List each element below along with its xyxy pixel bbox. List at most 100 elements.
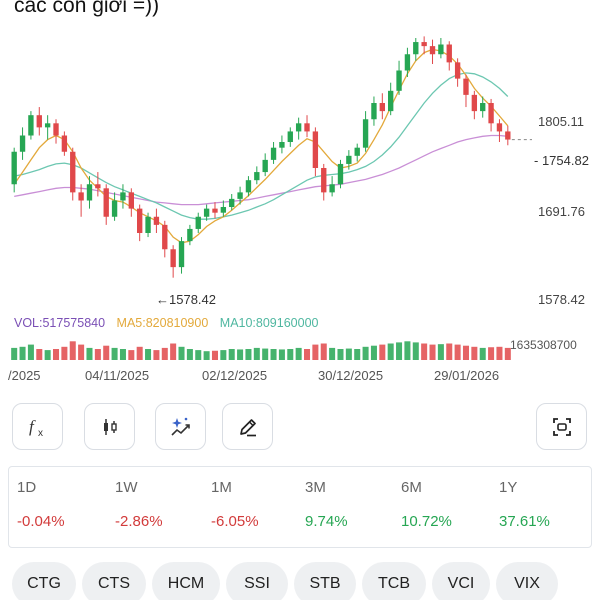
candle-body: [220, 207, 227, 213]
candle-body: [505, 131, 511, 140]
volume-bar: [170, 343, 177, 360]
ticker-chip-list: CTG CTS HCM SSI STB TCB VCI VIX: [0, 562, 600, 600]
ticker-chip[interactable]: VCI: [432, 562, 490, 600]
volume-bar: [262, 348, 269, 360]
period-change: 10.72%: [401, 513, 452, 530]
candle-type-button[interactable]: [84, 403, 135, 450]
ticker-chip[interactable]: HCM: [152, 562, 220, 600]
volume-bar: [128, 350, 135, 360]
volume-bar: [36, 349, 43, 360]
sparkle-chart-icon: [170, 417, 190, 436]
post-caption: các con giời =)): [14, 0, 160, 17]
volume-bar: [228, 349, 235, 360]
volume-bar: [429, 344, 436, 360]
candle-body: [413, 42, 419, 55]
candle-body: [203, 208, 210, 217]
min-price-marker: ←1578.42: [156, 292, 216, 307]
candle-body: [262, 159, 268, 173]
candle-body: [61, 135, 68, 152]
ticker-chip[interactable]: SSI: [226, 562, 288, 600]
volume-bar: [178, 346, 185, 360]
period-label: 1W: [115, 479, 138, 496]
ticker-chip[interactable]: CTS: [82, 562, 146, 600]
candle-body: [396, 70, 402, 91]
candle-body: [120, 192, 126, 201]
volume-bar: [287, 349, 294, 360]
svg-text:x: x: [38, 428, 43, 439]
volume-legend: VOL:517575840 MA5:820810900 MA10:8091600…: [14, 316, 326, 330]
ai-indicator-button[interactable]: [155, 403, 206, 450]
volume-bar: [329, 347, 336, 360]
volume-bar: [412, 342, 419, 360]
candle-body: [44, 123, 51, 128]
volume-bar: [304, 349, 311, 360]
volume-bar: [220, 350, 227, 360]
candle-body: [237, 192, 243, 199]
volume-bar: [312, 344, 319, 360]
volume-bar: [479, 347, 486, 360]
ticker-chip[interactable]: TCB: [362, 562, 426, 600]
period-label: 1M: [211, 479, 232, 496]
candle-body: [178, 241, 185, 268]
volume-bar: [396, 342, 403, 360]
volume-bar: [78, 344, 85, 360]
candle-body: [128, 192, 134, 209]
candle-body: [329, 184, 335, 193]
price-axis-label: 1578.42: [538, 292, 585, 307]
volume-bar: [504, 347, 511, 360]
period-change: -2.86%: [115, 513, 163, 530]
candle-body: [11, 151, 17, 185]
ticker-chip[interactable]: STB: [294, 562, 356, 600]
price-axis-label: 1805.11: [538, 114, 585, 129]
period-change: -6.05%: [211, 513, 259, 530]
candle-body: [379, 103, 385, 112]
candle-body: [70, 151, 76, 193]
fullscreen-button[interactable]: [536, 403, 587, 450]
price-chart[interactable]: 1805.11 - 1754.82 1691.76 1578.42 ←1578.…: [0, 30, 600, 392]
candle-body: [212, 208, 218, 213]
volume-bar: [69, 341, 76, 360]
candle-body: [454, 62, 461, 79]
volume-bar: [211, 350, 218, 360]
period-label: 3M: [305, 479, 326, 496]
candle-body: [86, 184, 93, 201]
fx-icon: f x: [29, 417, 43, 439]
volume-bar: [237, 349, 244, 360]
volume-bar: [496, 346, 503, 360]
volume-bar: [421, 343, 428, 360]
period-label: 1D: [17, 479, 37, 496]
candlestick-chart[interactable]: [0, 30, 600, 392]
volume-bar: [488, 347, 495, 360]
candle-body: [321, 168, 327, 193]
period-label: 1Y: [499, 479, 518, 496]
volume-bar: [462, 345, 469, 360]
candle-body: [337, 163, 344, 185]
volume-bar: [454, 344, 461, 360]
function-button[interactable]: f x: [12, 403, 63, 450]
candle-body: [28, 115, 34, 136]
date-label: 04/11/2025: [85, 368, 150, 383]
date-label: 29/01/2026: [434, 368, 500, 383]
period-change: 37.61%: [499, 513, 550, 530]
candle-body: [496, 123, 503, 132]
volume-max-label: 1635308700: [510, 338, 577, 352]
volume-bar: [370, 345, 377, 360]
candle-body: [304, 123, 310, 132]
candle-body: [36, 115, 42, 128]
ticker-chip[interactable]: CTG: [12, 562, 76, 600]
date-label: 02/12/2025: [202, 368, 268, 383]
volume-bar: [53, 349, 60, 360]
volume-bar: [362, 346, 369, 360]
volume-bar: [161, 347, 168, 360]
candle-body: [488, 103, 494, 124]
ticker-chip[interactable]: VIX: [496, 562, 558, 600]
draw-button[interactable]: [222, 403, 273, 450]
candle-body: [170, 249, 176, 268]
volume-bar: [19, 346, 26, 360]
vol-value: VOL:517575840: [14, 316, 106, 330]
volume-bar: [44, 350, 51, 360]
candle-body: [78, 192, 84, 201]
volume-bar: [270, 349, 277, 360]
volume-bar: [404, 341, 411, 360]
candle-body: [187, 228, 193, 242]
